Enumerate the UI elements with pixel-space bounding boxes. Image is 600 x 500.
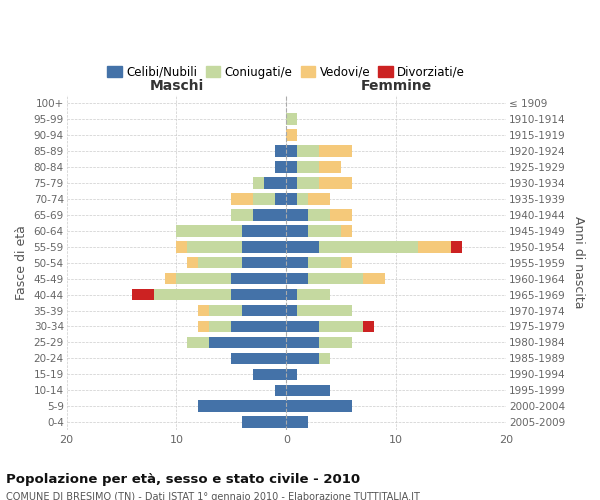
Bar: [286, 114, 297, 125]
Bar: [133, 289, 154, 300]
Bar: [286, 336, 319, 348]
Bar: [232, 321, 286, 332]
Bar: [209, 305, 242, 316]
Bar: [242, 416, 286, 428]
Bar: [286, 416, 308, 428]
Bar: [286, 289, 297, 300]
Bar: [319, 162, 341, 173]
Bar: [232, 209, 253, 220]
Bar: [286, 225, 308, 236]
Bar: [286, 130, 297, 141]
Bar: [199, 321, 209, 332]
Bar: [341, 257, 352, 268]
Bar: [187, 257, 199, 268]
Bar: [242, 241, 286, 252]
Bar: [242, 257, 286, 268]
Bar: [199, 400, 286, 412]
Bar: [253, 368, 286, 380]
Bar: [319, 241, 418, 252]
Bar: [275, 193, 286, 204]
Bar: [253, 209, 286, 220]
Bar: [275, 146, 286, 157]
Bar: [253, 178, 265, 188]
Bar: [232, 273, 286, 284]
Bar: [297, 162, 319, 173]
Bar: [242, 225, 286, 236]
Bar: [297, 178, 319, 188]
Bar: [176, 273, 232, 284]
Bar: [363, 321, 374, 332]
Bar: [319, 352, 330, 364]
Bar: [297, 146, 319, 157]
Bar: [451, 241, 462, 252]
Bar: [242, 305, 286, 316]
Bar: [187, 336, 209, 348]
Bar: [232, 352, 286, 364]
Bar: [154, 289, 232, 300]
Bar: [286, 241, 319, 252]
Bar: [286, 273, 308, 284]
Bar: [232, 289, 286, 300]
Bar: [319, 146, 352, 157]
Legend: Celibi/Nubili, Coniugati/e, Vedovi/e, Divorziati/e: Celibi/Nubili, Coniugati/e, Vedovi/e, Di…: [103, 61, 470, 84]
Text: Femmine: Femmine: [361, 79, 432, 93]
Bar: [286, 257, 308, 268]
Bar: [319, 336, 352, 348]
Text: Popolazione per età, sesso e stato civile - 2010: Popolazione per età, sesso e stato civil…: [6, 472, 360, 486]
Bar: [253, 193, 275, 204]
Bar: [265, 178, 286, 188]
Bar: [275, 384, 286, 396]
Bar: [418, 241, 451, 252]
Bar: [308, 273, 363, 284]
Bar: [308, 257, 341, 268]
Bar: [286, 400, 352, 412]
Y-axis label: Fasce di età: Fasce di età: [15, 226, 28, 300]
Bar: [319, 321, 363, 332]
Bar: [286, 209, 308, 220]
Bar: [308, 225, 341, 236]
Bar: [286, 305, 297, 316]
Bar: [330, 209, 352, 220]
Bar: [232, 193, 253, 204]
Bar: [166, 273, 176, 284]
Bar: [275, 162, 286, 173]
Bar: [363, 273, 385, 284]
Bar: [199, 305, 209, 316]
Bar: [286, 321, 319, 332]
Bar: [297, 289, 330, 300]
Bar: [286, 352, 319, 364]
Bar: [187, 241, 242, 252]
Bar: [308, 209, 330, 220]
Bar: [286, 368, 297, 380]
Text: Maschi: Maschi: [149, 79, 203, 93]
Bar: [176, 225, 242, 236]
Bar: [176, 241, 187, 252]
Y-axis label: Anni di nascita: Anni di nascita: [572, 216, 585, 309]
Bar: [209, 336, 286, 348]
Bar: [297, 305, 352, 316]
Bar: [286, 178, 297, 188]
Bar: [286, 193, 297, 204]
Bar: [286, 162, 297, 173]
Bar: [209, 321, 232, 332]
Bar: [341, 225, 352, 236]
Bar: [297, 193, 308, 204]
Bar: [319, 178, 352, 188]
Bar: [286, 384, 330, 396]
Text: COMUNE DI BRESIMO (TN) - Dati ISTAT 1° gennaio 2010 - Elaborazione TUTTITALIA.IT: COMUNE DI BRESIMO (TN) - Dati ISTAT 1° g…: [6, 492, 420, 500]
Bar: [308, 193, 330, 204]
Bar: [199, 257, 242, 268]
Bar: [286, 146, 297, 157]
